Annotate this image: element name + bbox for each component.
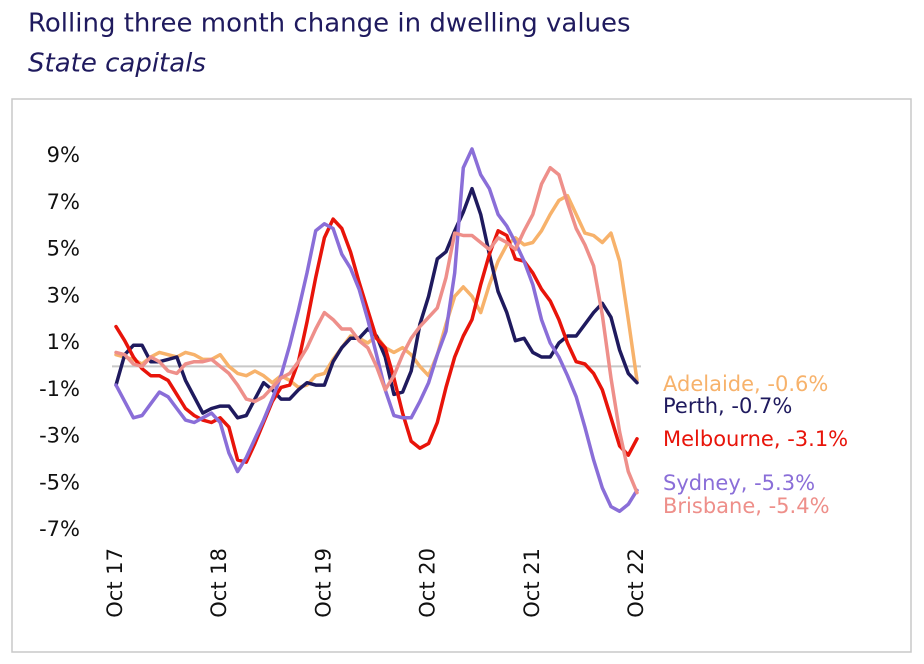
series-line xyxy=(114,217,639,464)
end-label: Adelaide, -0.6% xyxy=(663,372,828,396)
y-tick-label: 7% xyxy=(47,190,80,214)
x-tick-label: Oct 18 xyxy=(207,548,231,618)
x-tick-label: Oct 17 xyxy=(103,548,127,618)
y-tick-label: -5% xyxy=(39,470,80,494)
x-tick-label: Oct 22 xyxy=(624,548,648,618)
y-tick-label: -7% xyxy=(39,517,80,541)
x-tick-label: Oct 20 xyxy=(416,548,440,618)
series-line xyxy=(114,147,639,514)
y-tick-label: -1% xyxy=(39,377,80,401)
y-tick-label: 3% xyxy=(47,283,80,307)
end-label: Sydney, -5.3% xyxy=(663,471,815,495)
chart-subtitle: State capitals xyxy=(28,49,206,79)
y-tick-label: 5% xyxy=(47,237,80,261)
x-tick-label: Oct 21 xyxy=(520,548,544,618)
y-tick-label: -3% xyxy=(39,424,80,448)
end-label: Perth, -0.7% xyxy=(663,394,792,418)
y-tick-label: 1% xyxy=(47,330,80,354)
x-tick-label: Oct 19 xyxy=(311,548,335,618)
end-label: Brisbane, -5.4% xyxy=(663,494,830,518)
chart-frame xyxy=(11,98,912,653)
series-line xyxy=(114,186,639,420)
end-label: Melbourne, -3.1% xyxy=(663,427,848,451)
chart-title: Rolling three month change in dwelling v… xyxy=(28,9,631,39)
series-line xyxy=(114,165,639,495)
y-tick-label: 9% xyxy=(47,143,80,167)
